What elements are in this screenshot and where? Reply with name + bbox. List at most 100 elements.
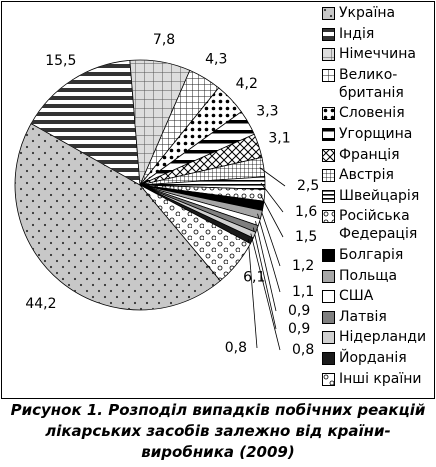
legend-label: Австрія xyxy=(339,167,394,184)
legend-item: Йорданія xyxy=(322,349,426,367)
leader-line xyxy=(260,194,284,238)
leader-line xyxy=(259,167,286,187)
legend-item: Інші країни xyxy=(322,370,426,388)
swatch-pattern xyxy=(322,107,335,121)
legend-label: Латвія xyxy=(339,308,387,325)
swatch-fill xyxy=(322,269,335,283)
legend-item: Велико- британія xyxy=(322,66,426,102)
legend-swatch xyxy=(322,68,335,82)
leader-line xyxy=(255,221,277,312)
legend-label: Йорданія xyxy=(339,349,407,366)
legend-label: Словенія xyxy=(339,105,405,122)
legend-item: Франція xyxy=(322,146,426,164)
slice-pattern xyxy=(140,157,265,185)
value-label: 1,6 xyxy=(295,204,317,220)
legend-swatch xyxy=(322,248,335,262)
value-label: 1,1 xyxy=(292,284,314,300)
legend-swatch xyxy=(322,310,335,324)
legend-item: Угорщина xyxy=(322,125,426,143)
slice-pattern xyxy=(140,70,219,185)
leader-line xyxy=(252,227,277,330)
legend-swatch xyxy=(322,48,335,62)
swatch-fill xyxy=(322,351,335,365)
slice-pattern xyxy=(140,134,262,185)
leader-line xyxy=(257,213,281,293)
legend-swatch xyxy=(322,189,335,203)
legend-swatch xyxy=(322,331,335,345)
value-label: 7,8 xyxy=(153,32,175,48)
slice-pattern xyxy=(14,123,221,311)
legend-swatch xyxy=(322,372,335,386)
legend-item: Нідерланди xyxy=(322,328,426,346)
legend-label: Франція xyxy=(339,146,400,163)
legend-item: Україна xyxy=(322,4,426,22)
value-label: 0,8 xyxy=(225,340,247,356)
slice-pattern xyxy=(31,60,140,185)
value-label: 4,3 xyxy=(205,51,227,67)
swatch-pattern xyxy=(322,189,335,203)
value-label: 44,2 xyxy=(25,296,56,312)
slice-pattern xyxy=(129,60,190,185)
legend-label: Індія xyxy=(339,25,375,42)
value-label: 2,5 xyxy=(297,178,319,194)
legend-item: Австрія xyxy=(322,166,426,184)
legend-label: Інші країни xyxy=(339,370,422,387)
swatch-fill xyxy=(322,310,335,324)
legend-swatch xyxy=(322,290,335,304)
leader-line xyxy=(247,239,258,349)
legend: Україна Індія Німеччина Велико- британія Сло… xyxy=(322,4,426,388)
value-label: 15,5 xyxy=(45,53,76,69)
legend-label: Угорщина xyxy=(339,125,413,142)
swatch-fill xyxy=(322,248,335,262)
legend-item: Латвія xyxy=(322,308,426,326)
swatch-fill xyxy=(322,290,335,304)
swatch-pattern xyxy=(322,27,335,41)
value-label: 3,3 xyxy=(256,104,278,120)
legend-item: Польща xyxy=(322,267,426,285)
legend-label: Німеччина xyxy=(339,46,416,63)
value-label: 6,1 xyxy=(243,270,265,286)
value-label: 1,5 xyxy=(295,229,317,245)
legend-item: США xyxy=(322,287,426,305)
value-label: 0,9 xyxy=(288,303,310,319)
legend-swatch xyxy=(322,148,335,162)
chart-frame xyxy=(1,1,435,399)
value-label: 4,2 xyxy=(236,76,258,92)
legend-label: Україна xyxy=(339,5,396,21)
swatch-pattern xyxy=(322,68,335,82)
leader-line xyxy=(258,205,281,267)
swatch-pattern xyxy=(322,148,335,162)
swatch-pattern xyxy=(322,7,335,20)
legend-item: Словенія xyxy=(322,104,426,122)
leader-line xyxy=(250,233,281,351)
legend-label: Велико- британія xyxy=(339,66,404,101)
legend-label: Швейцарія xyxy=(339,187,420,204)
legend-swatch xyxy=(322,210,335,224)
legend-swatch xyxy=(322,27,335,41)
legend-label: Польща xyxy=(339,267,398,284)
legend-item: Болгарія xyxy=(322,246,426,264)
slice-pattern xyxy=(140,185,251,281)
swatch-fill xyxy=(322,331,335,345)
pie-chart: 44,2 15,5 7,8 4,3 4,2 3,3 3,1 2,5 1,6 1,5 1,2 1,1 0,… xyxy=(14,32,319,358)
leader-line xyxy=(260,182,284,213)
swatch-pattern xyxy=(322,169,335,183)
legend-item: Індія xyxy=(322,25,426,43)
legend-label: Нідерланди xyxy=(339,329,427,346)
legend-label: США xyxy=(339,288,374,305)
value-label: 3,1 xyxy=(268,131,290,147)
swatch-pattern xyxy=(322,127,335,141)
legend-item: Швейцарія xyxy=(322,187,426,205)
caption: Рисунок 1. Розподіл випадків побічних ре… xyxy=(10,401,426,461)
legend-swatch xyxy=(322,107,335,121)
value-label: 0,8 xyxy=(292,342,314,358)
slice-pattern xyxy=(140,111,255,185)
legend-swatch xyxy=(322,127,335,141)
swatch-pattern xyxy=(322,372,335,386)
value-label: 1,2 xyxy=(292,258,314,274)
swatch-pattern xyxy=(322,210,335,224)
legend-swatch xyxy=(322,7,335,20)
value-label: 0,9 xyxy=(288,321,310,337)
legend-swatch xyxy=(322,269,335,283)
